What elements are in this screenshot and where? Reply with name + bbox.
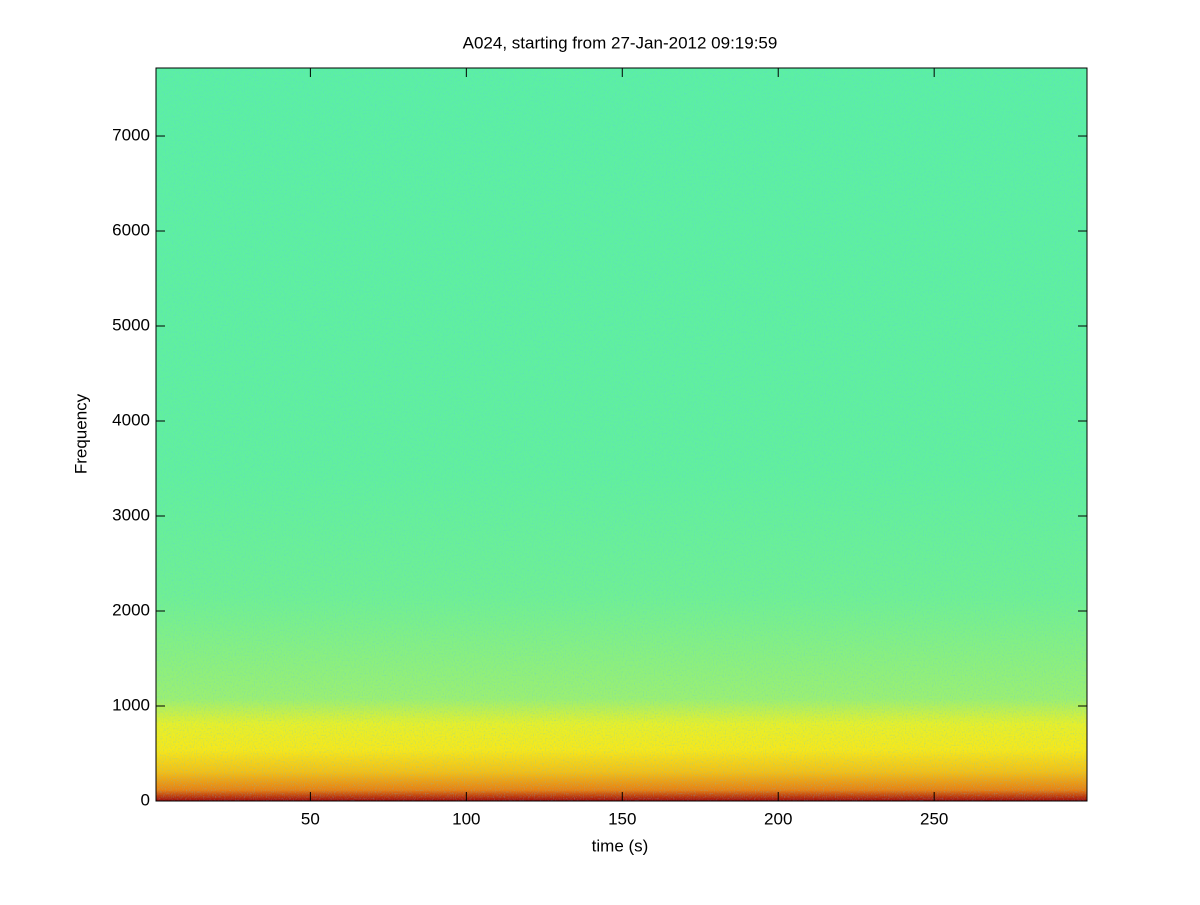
y-tick-label: 5000 — [112, 315, 150, 334]
y-tick-label: 3000 — [112, 505, 150, 524]
y-tick-label: 7000 — [112, 126, 150, 145]
x-tick-label: 250 — [920, 809, 948, 828]
x-tick-label: 150 — [608, 809, 636, 828]
y-axis-label: Frequency — [71, 393, 90, 474]
y-tick-label: 1000 — [112, 695, 150, 714]
x-tick-label: 200 — [764, 809, 792, 828]
axes-box — [155, 67, 1088, 802]
y-tick-label: 6000 — [112, 220, 150, 239]
x-tick-label: 100 — [452, 809, 480, 828]
x-tick-label: 50 — [301, 809, 320, 828]
y-tick-label: 0 — [141, 790, 150, 809]
x-axis-label: time (s) — [592, 836, 649, 855]
chart-title: A024, starting from 27-Jan-2012 09:19:59 — [463, 33, 778, 52]
spectrogram-texture — [156, 68, 1087, 801]
y-tick-label: 4000 — [112, 410, 150, 429]
y-tick-label: 2000 — [112, 600, 150, 619]
